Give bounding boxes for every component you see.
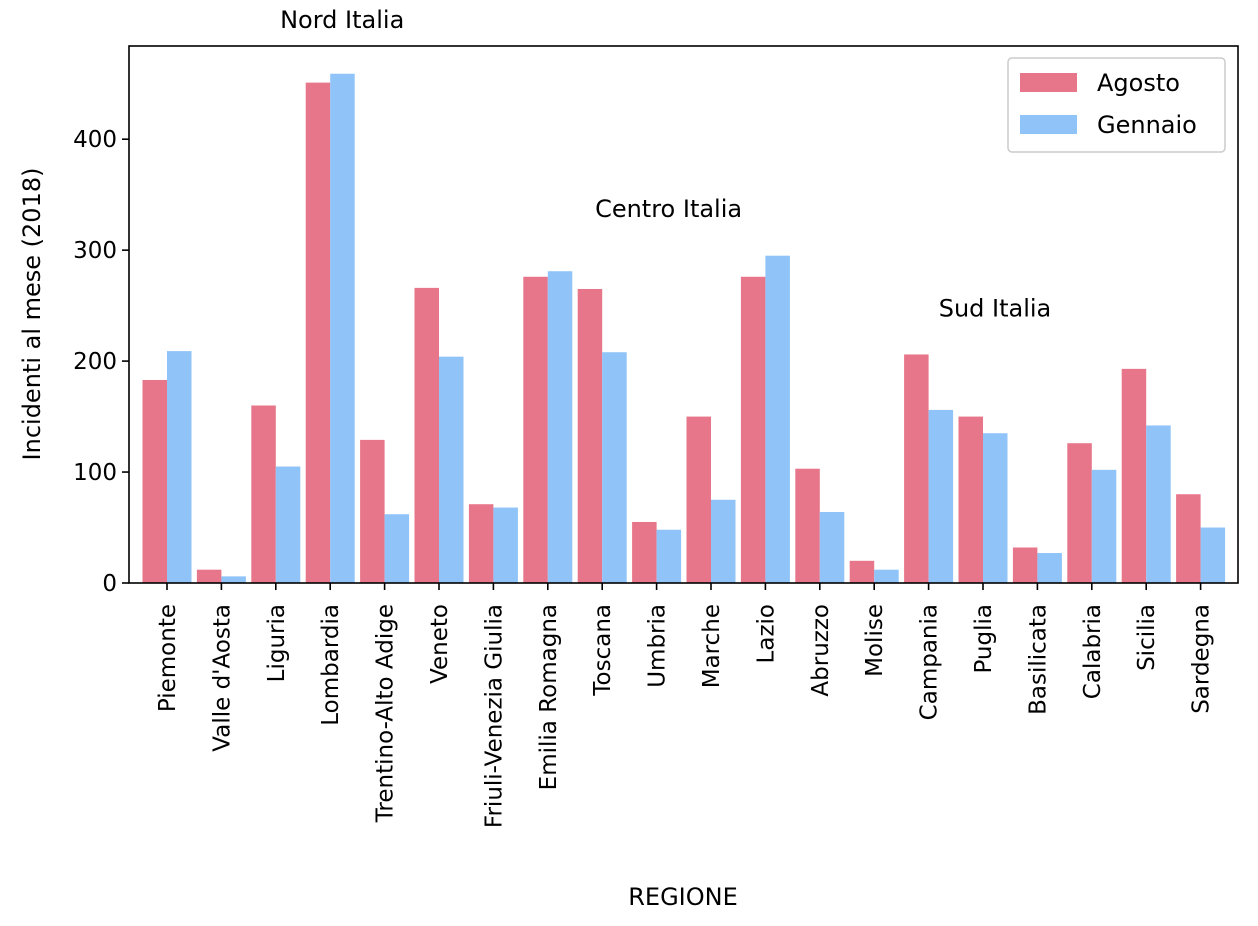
- bar-agosto-molise: [849, 560, 875, 583]
- bar-agosto-basilicata: [1012, 547, 1038, 583]
- x-tick-label-veneto: Veneto: [427, 604, 453, 684]
- bar-gennaio-umbria: [656, 529, 682, 583]
- x-tick-label-liguria: Liguria: [264, 604, 290, 682]
- x-tick-label-trentino-alto-adige: Trentino-Alto Adige: [373, 604, 399, 823]
- x-tick-label-sicilia: Sicilia: [1134, 604, 1160, 671]
- annotation-nord-italia: Nord Italia: [280, 6, 404, 34]
- bar-agosto-veneto: [414, 287, 439, 583]
- bar-agosto-campania: [904, 354, 929, 583]
- bar-agosto-trentino-alto-adige: [360, 439, 385, 583]
- bar-gennaio-piemonte: [167, 351, 192, 583]
- bar-gennaio-valle-d-aosta: [221, 576, 246, 583]
- y-tick-label: 300: [73, 238, 117, 264]
- annotation-sud-italia: Sud Italia: [939, 295, 1052, 323]
- x-tick-label-sardegna: Sardegna: [1189, 604, 1215, 714]
- bar-agosto-sardegna: [1176, 494, 1201, 583]
- x-axis-label: REGIONE: [628, 883, 738, 911]
- annotation-centro-italia: Centro Italia: [595, 195, 742, 223]
- bar-agosto-friuli-venezia-giulia: [468, 504, 494, 583]
- legend-swatch-gennaio: [1020, 115, 1077, 134]
- bar-gennaio-molise: [874, 569, 899, 583]
- y-axis: 0 100 200 300 400: [73, 127, 129, 597]
- x-tick-label-campania: Campania: [917, 604, 943, 720]
- bar-agosto-sicilia: [1121, 368, 1147, 583]
- legend-label-gennaio: Gennaio: [1097, 111, 1197, 139]
- legend-swatch-agosto: [1020, 73, 1077, 92]
- bar-agosto-puglia: [958, 416, 983, 583]
- bar-gennaio-sardegna: [1200, 527, 1226, 583]
- bar-gennaio-toscana: [602, 352, 627, 583]
- bar-agosto-emilia-romagna: [523, 276, 548, 583]
- bar-agosto-marche: [686, 416, 711, 583]
- x-tick-label-marche: Marche: [699, 604, 725, 688]
- x-tick-label-molise: Molise: [862, 604, 888, 677]
- x-tick-label-basilicata: Basilicata: [1025, 604, 1051, 715]
- bar-gennaio-lazio: [765, 255, 790, 583]
- y-tick-label: 200: [73, 349, 117, 375]
- bar-gennaio-campania: [928, 409, 954, 583]
- x-tick-label-abruzzo: Abruzzo: [808, 604, 834, 697]
- bar-gennaio-abruzzo: [819, 511, 845, 583]
- y-axis-label: Incidenti al mese (2018): [18, 168, 46, 461]
- bar-agosto-valle-d-aosta: [196, 569, 222, 583]
- y-tick-label: 400: [73, 127, 117, 153]
- bar-gennaio-puglia: [983, 433, 1008, 583]
- bar-gennaio-emilia-romagna: [547, 271, 573, 583]
- bar-agosto-lazio: [740, 276, 766, 583]
- bar-agosto-lombardia: [305, 82, 331, 583]
- bar-gennaio-liguria: [275, 466, 301, 583]
- legend-label-agosto: Agosto: [1097, 69, 1180, 97]
- bar-gennaio-trentino-alto-adige: [384, 514, 410, 583]
- bar-agosto-toscana: [577, 288, 603, 583]
- bar-gennaio-lombardia: [330, 73, 355, 583]
- bar-gennaio-basilicata: [1037, 553, 1062, 583]
- y-tick-label: 100: [73, 460, 117, 486]
- bar-agosto-piemonte: [142, 379, 167, 583]
- bar-agosto-liguria: [251, 405, 276, 583]
- x-tick-label-valle-d-aosta: Valle d'Aosta: [209, 604, 235, 752]
- legend: Agosto Gennaio: [1007, 57, 1226, 153]
- bar-gennaio-sicilia: [1146, 425, 1171, 583]
- x-tick-label-puglia: Puglia: [971, 604, 997, 674]
- y-tick-label: 0: [102, 571, 117, 597]
- bar-gennaio-friuli-venezia-giulia: [493, 507, 518, 583]
- x-tick-label-lombardia: Lombardia: [318, 604, 344, 726]
- x-tick-label-umbria: Umbria: [645, 604, 671, 688]
- bar-agosto-umbria: [632, 521, 657, 583]
- bar-gennaio-calabria: [1091, 469, 1117, 583]
- bar-gennaio-marche: [711, 499, 736, 583]
- x-axis: Piemonte Valle d'Aosta Liguria Lombardia Tre…: [155, 583, 1215, 828]
- x-tick-label-calabria: Calabria: [1080, 604, 1106, 699]
- x-tick-label-friuli-venezia-giulia: Friuli-Venezia Giulia: [481, 604, 507, 828]
- bar-agosto-abruzzo: [795, 468, 820, 583]
- bars-layer: [142, 73, 1226, 583]
- x-tick-label-lazio: Lazio: [753, 604, 779, 663]
- x-tick-label-piemonte: Piemonte: [155, 604, 181, 712]
- plot-frame: [128, 45, 1239, 584]
- x-tick-label-emilia-romagna: Emilia Romagna: [536, 604, 562, 790]
- annotations-layer: Nord Italia Centro Italia Sud Italia: [280, 6, 1051, 322]
- x-tick-label-toscana: Toscana: [590, 604, 616, 697]
- bar-agosto-calabria: [1067, 443, 1092, 583]
- bar-gennaio-veneto: [439, 356, 464, 583]
